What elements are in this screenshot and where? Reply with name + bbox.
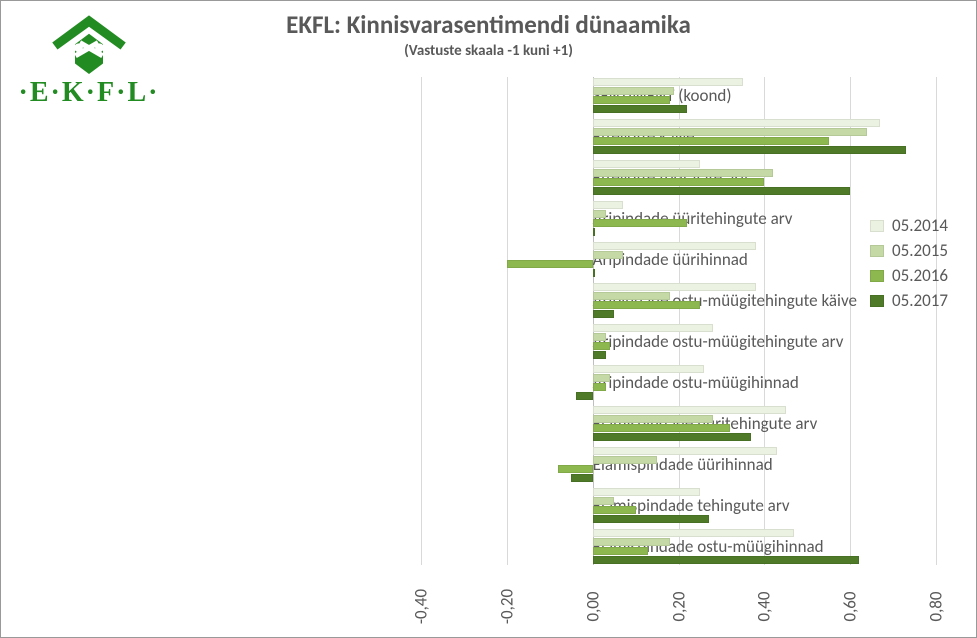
category-group: SENTIMENT (koond) [421,78,936,113]
legend-label: 05.2015 [892,240,948,261]
bar [593,342,610,350]
bar [593,324,713,332]
bar [593,497,614,505]
category-group: Elamispindade tehingute arv [421,488,936,523]
bar [571,474,592,482]
category-group: Äripindade üüritehingute arv [421,201,936,236]
bar [593,415,713,423]
bar [593,529,795,537]
bar [593,178,765,186]
category-group: Ettevõtte käive [421,119,936,154]
x-tick-label: -0,40 [411,589,432,624]
bar [593,242,756,250]
legend-item: 05.2017 [870,290,948,311]
category-group: Elamispindade üüritehingute arv [421,406,936,441]
category-group: Äripindade ostu-müügitehingute arv [421,324,936,359]
legend-item: 05.2014 [870,215,948,236]
legend-item: 05.2015 [870,240,948,261]
bar [593,87,675,95]
bar [593,547,649,555]
legend-item: 05.2016 [870,265,948,286]
bar [593,515,709,523]
bar [593,210,606,218]
bar [593,201,623,209]
bar [593,96,670,104]
bar [593,538,670,546]
bar [593,219,687,227]
legend-label: 05.2014 [892,215,948,236]
x-tick-label: 0,80 [926,591,947,621]
x-tick-label: 0,40 [754,591,775,621]
x-tick-label: 0,00 [582,591,603,621]
bar [576,392,593,400]
legend-swatch [870,220,884,232]
bar [593,292,670,300]
bar [593,506,636,514]
bar [593,351,606,359]
bar [593,78,743,86]
legend-label: 05.2016 [892,265,948,286]
bar [593,228,595,236]
x-tick-label: -0,20 [496,589,517,624]
gridline [936,77,937,565]
x-tick-label: 0,20 [668,591,689,621]
category-group: Äripindade ostu-müügihinnad [421,365,936,400]
bar [593,105,687,113]
chart-area: SENTIMENT (koond) Ettevõtte käive Ettevõtt… [21,77,956,617]
bar [558,465,592,473]
bar [593,374,610,382]
x-axis-ticks: -0,40-0,200,000,200,400,600,80 [421,567,936,617]
bar [593,365,705,373]
bar [593,456,657,464]
bar [593,119,881,127]
bar [593,333,606,341]
bar [593,269,595,277]
plot-area: SENTIMENT (koond) Ettevõtte käive Ettevõtt… [421,77,936,565]
bar [593,488,700,496]
category-group: Ettevõtte töötajate arv [421,160,936,195]
bar [593,301,700,309]
legend-label: 05.2017 [892,290,948,311]
bar [507,260,593,268]
bar [593,251,623,259]
category-group: Äripindade üürihinnad [421,242,936,277]
category-group: Äripindade ostu-müügitehingute käive [421,283,936,318]
legend-swatch [870,295,884,307]
category-group: Elamispindade üürihinnad [421,447,936,482]
bar [593,283,756,291]
bar [593,447,778,455]
bar [593,424,730,432]
ekfl-logo-mark [44,11,134,81]
bar [593,310,614,318]
bar [593,556,859,564]
category-group: Elamispindade ostu-müügihinnad [421,529,936,564]
bar [593,146,906,154]
x-tick-label: 0,60 [840,591,861,621]
bar [593,187,851,195]
legend: 05.2014 05.2015 05.2016 05.2017 [870,211,948,315]
bar [593,160,700,168]
bar [593,137,829,145]
legend-swatch [870,270,884,282]
bar [593,169,773,177]
bar [593,433,752,441]
legend-swatch [870,245,884,257]
bar [593,383,606,391]
bar [593,128,868,136]
bar [593,406,786,414]
